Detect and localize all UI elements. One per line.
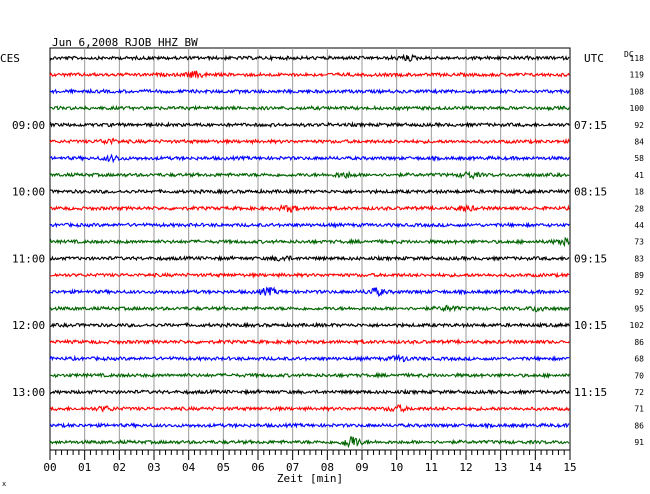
- x-axis-label: Zeit [min]: [277, 472, 343, 485]
- trace-13: [50, 271, 570, 279]
- trace-4: [49, 121, 570, 129]
- x-tick-label-01: 01: [78, 461, 91, 474]
- dc-value: 28: [634, 204, 644, 213]
- dc-value: 83: [634, 254, 644, 263]
- left-timezone-label: CES: [0, 52, 20, 65]
- trace-15: [49, 304, 570, 313]
- dc-values: 118 119 108 100 92 84 58 41 18 28 44 73 83 89 92 95 102 8…: [630, 54, 645, 447]
- dc-value: 118: [630, 54, 645, 63]
- trace-20: [49, 388, 570, 396]
- trace-group: [49, 53, 570, 449]
- dc-value: 119: [630, 71, 645, 80]
- right-time-label: 10:15: [574, 319, 607, 332]
- x-tick-label-11: 11: [425, 461, 438, 474]
- trace-17: [49, 338, 570, 346]
- trace-11: [49, 236, 570, 248]
- x-tick-label-04: 04: [182, 461, 196, 474]
- x-tick-label-09: 09: [355, 461, 368, 474]
- x-tick-label-10: 10: [390, 461, 403, 474]
- trace-0: [49, 53, 570, 63]
- x-tick-label-05: 05: [217, 461, 230, 474]
- dc-column-label: DC: [624, 50, 634, 59]
- x-tick-label-12: 12: [459, 461, 472, 474]
- right-time-label: 08:15: [574, 186, 607, 199]
- dc-value: 72: [634, 388, 644, 397]
- dc-value: 91: [634, 438, 644, 447]
- trace-8: [49, 187, 570, 195]
- trace-16: [50, 321, 570, 329]
- x-tick-label-06: 06: [251, 461, 264, 474]
- chart-title: Jun 6,2008 RJOB HHZ BW: [52, 36, 198, 49]
- trace-6: [49, 153, 570, 164]
- dc-value: 41: [634, 171, 644, 180]
- dc-value: 92: [634, 288, 644, 297]
- dc-value: 86: [634, 338, 644, 347]
- dc-value: 100: [630, 104, 645, 113]
- dc-value: 86: [634, 421, 644, 430]
- trace-5: [49, 137, 570, 146]
- dc-value: 58: [634, 154, 644, 163]
- dc-value: 102: [630, 321, 645, 330]
- x-tick-label-03: 03: [147, 461, 160, 474]
- dc-value: 68: [634, 355, 644, 364]
- x-tick-label-02: 02: [113, 461, 126, 474]
- trace-9: [49, 203, 570, 213]
- trace-19: [49, 371, 570, 379]
- left-time-label: 11:00: [12, 252, 45, 265]
- dc-value: 70: [634, 371, 644, 380]
- x-tick-label-14: 14: [529, 461, 543, 474]
- dc-value: 44: [634, 221, 644, 230]
- right-timezone-label: UTC: [584, 52, 604, 65]
- trace-1: [49, 70, 570, 80]
- dc-value: 18: [634, 188, 644, 197]
- dc-value: 89: [634, 271, 644, 280]
- trace-10: [49, 221, 570, 229]
- trace-7: [49, 170, 570, 180]
- x-tick-label-00: 00: [43, 461, 56, 474]
- right-time-labels: 07:15 08:15 09:15 10:15 11:15: [574, 119, 607, 399]
- dc-value: 108: [630, 87, 645, 96]
- dc-value: 92: [634, 121, 644, 130]
- right-time-label: 11:15: [574, 386, 607, 399]
- right-time-label: 07:15: [574, 119, 607, 132]
- vertical-grid: [84, 48, 536, 450]
- trace-21: [49, 403, 570, 413]
- trace-23: [49, 436, 570, 449]
- left-time-label: 12:00: [12, 319, 45, 332]
- dc-value: 73: [634, 238, 644, 247]
- x-tick-label-07: 07: [286, 461, 299, 474]
- trace-12: [49, 254, 570, 262]
- left-time-label: 09:00: [12, 119, 45, 132]
- left-time-label: 10:00: [12, 186, 45, 199]
- trace-18: [49, 353, 570, 363]
- corner-mark: x: [2, 480, 6, 488]
- trace-3: [49, 104, 570, 112]
- trace-2: [49, 87, 570, 96]
- right-time-label: 09:15: [574, 252, 607, 265]
- left-time-label: 13:00: [12, 386, 45, 399]
- x-axis: 00 01 02 03 04 05 06 07 08 09 10 11 12 13 14 15: [43, 450, 577, 474]
- dc-value: 71: [634, 405, 644, 414]
- trace-14: [49, 286, 570, 297]
- x-tick-label-08: 08: [321, 461, 334, 474]
- left-time-labels: 09:00 10:00 11:00 12:00 13:00: [12, 119, 45, 399]
- dc-value: 84: [634, 138, 644, 147]
- x-tick-label-15: 15: [563, 461, 576, 474]
- x-tick-label-13: 13: [494, 461, 507, 474]
- trace-22: [49, 421, 570, 430]
- dc-value: 95: [634, 305, 644, 314]
